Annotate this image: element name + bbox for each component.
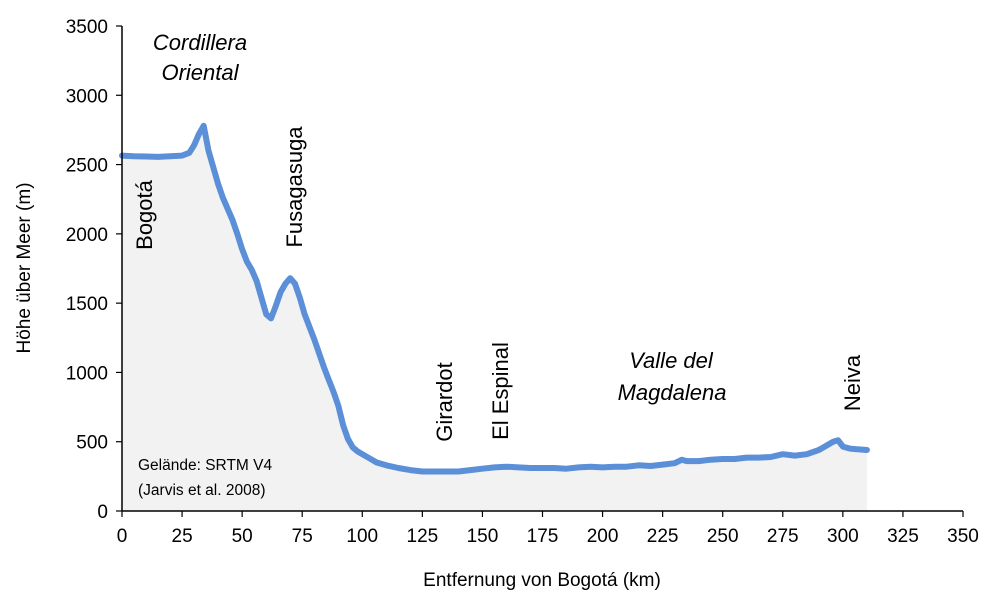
label-bogota: Bogotá [132,179,157,249]
y-axis-title: Höhe über Meer (m) [14,182,35,353]
y-tick-label: 1500 [66,294,108,315]
x-tick-label: 50 [232,526,253,547]
region-valle-line2: Magdalena [618,380,727,405]
y-tick-label: 3500 [66,17,108,38]
x-tick-label: 175 [527,526,559,547]
y-tick-label: 3000 [66,86,108,107]
source-note-line1: Gelände: SRTM V4 [138,457,272,474]
x-tick-label: 350 [947,526,979,547]
y-tick-label: 0 [97,502,108,523]
elevation-line [119,122,870,475]
x-axis-ticks: 0 25 50 75 100 125 150 175 200 225 250 275 300 325 350 [117,511,979,547]
region-valle-line1: Valle del [629,348,714,373]
label-girardot: Girardot [432,362,457,441]
x-axis-title: Entfernung von Bogotá (km) [423,570,661,591]
x-tick-label: 300 [827,526,859,547]
label-neiva: Neiva [840,354,865,411]
x-tick-label: 100 [346,526,378,547]
x-tick-label: 275 [767,526,799,547]
region-cordillera-line2: Oriental [161,60,239,85]
x-tick-label: 200 [587,526,619,547]
x-tick-label: 0 [117,526,128,547]
region-cordillera-line1: Cordillera [153,30,247,55]
source-note-line2: (Jarvis et al. 2008) [138,482,266,499]
x-tick-label: 150 [467,526,499,547]
label-el-espinal: El Espinal [488,342,513,440]
x-tick-label: 225 [647,526,679,547]
y-tick-label: 2500 [66,156,108,177]
x-tick-label: 75 [292,526,313,547]
terrain-area [122,125,867,512]
y-axis-ticks: 0 500 1000 1500 2000 2500 3000 3500 [66,17,122,523]
x-tick-label: 325 [887,526,919,547]
label-fusagasuga: Fusagasuga [282,126,307,248]
y-tick-label: 500 [76,433,108,454]
y-tick-label: 2000 [66,225,108,246]
y-tick-label: 1000 [66,363,108,384]
x-tick-label: 125 [407,526,439,547]
x-tick-label: 250 [707,526,739,547]
x-tick-label: 25 [172,526,193,547]
